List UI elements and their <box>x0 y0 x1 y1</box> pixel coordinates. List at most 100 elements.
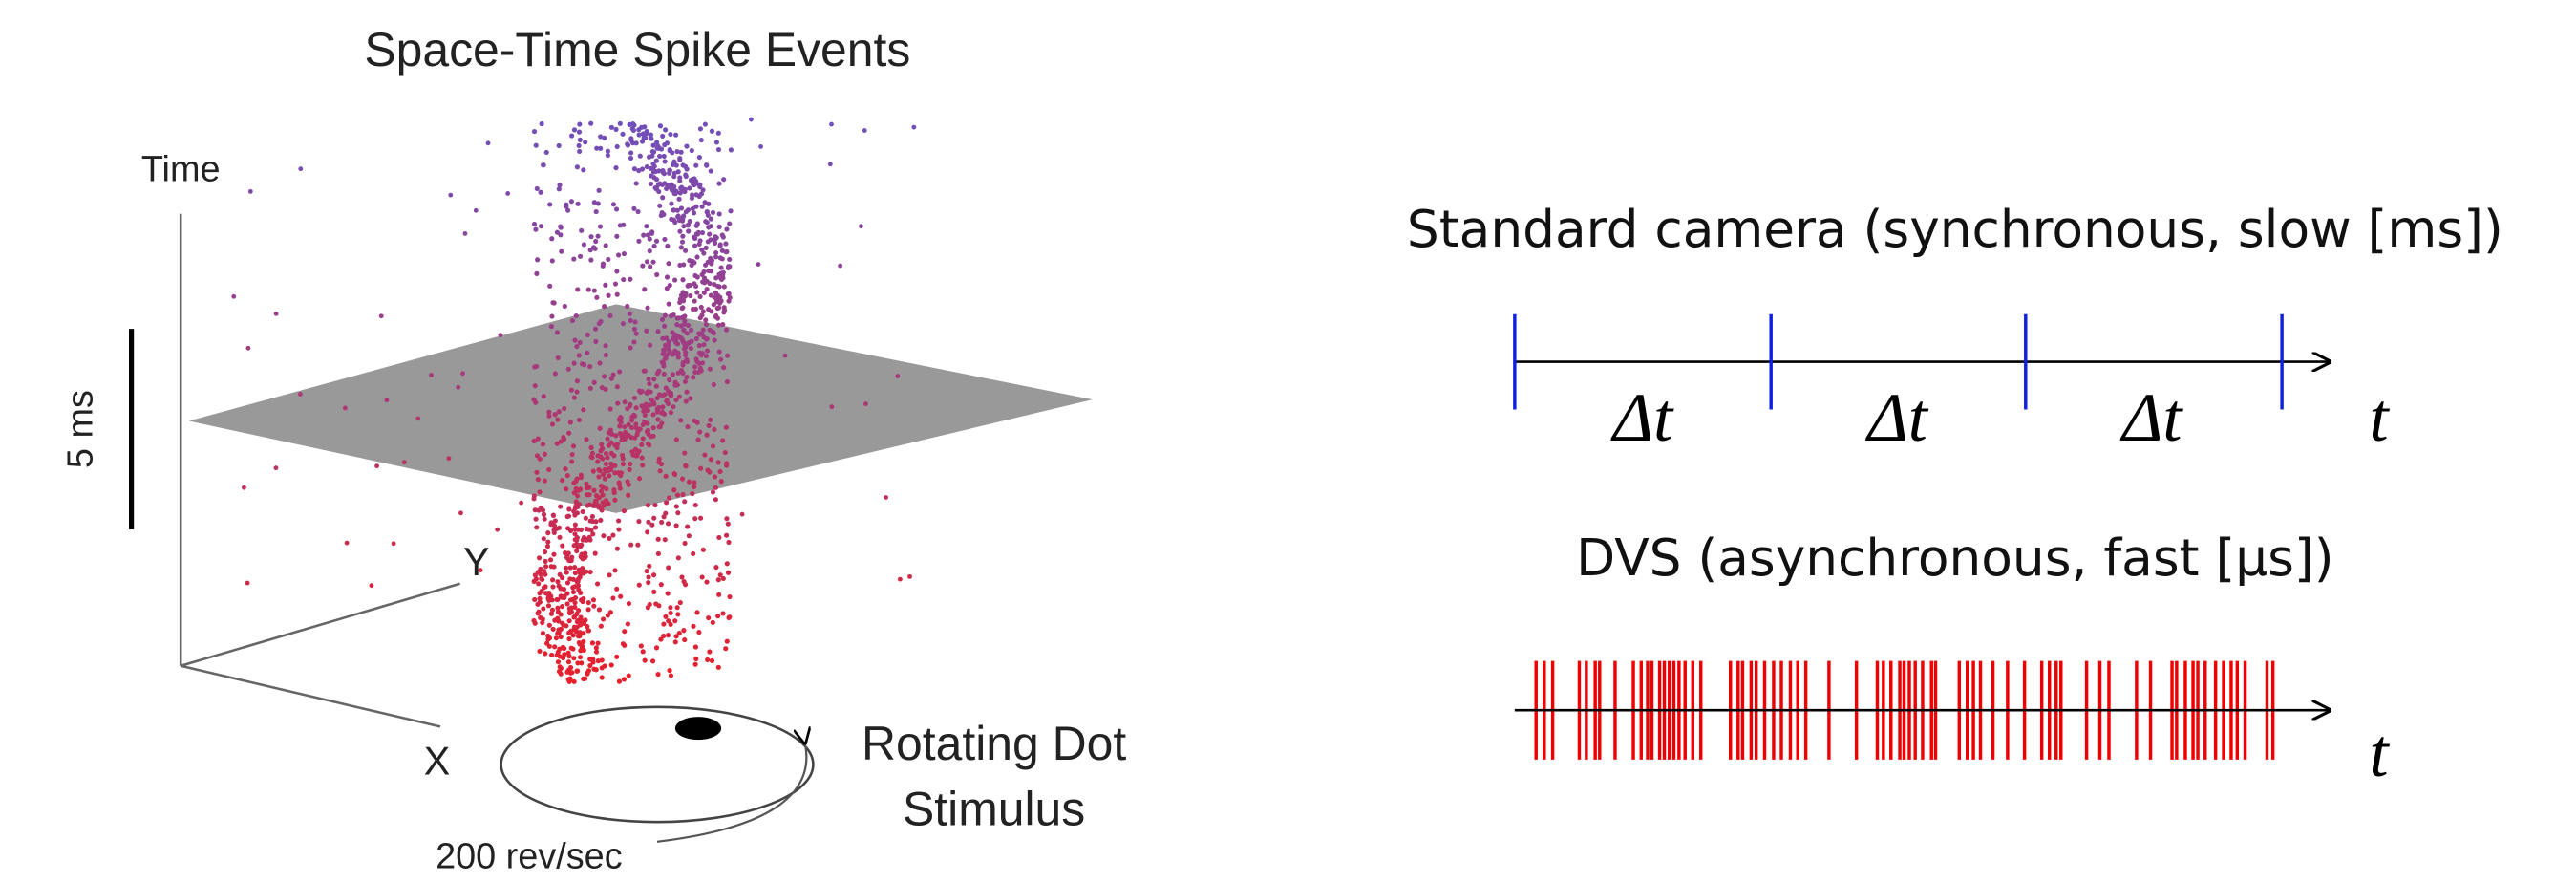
spike-dot <box>621 641 626 646</box>
spike-dot <box>580 361 585 366</box>
spike-dot <box>578 340 583 345</box>
spike-dot <box>718 255 723 260</box>
spike-dot <box>574 549 579 553</box>
spike-dot <box>707 232 712 237</box>
spike-dot <box>716 323 721 328</box>
spike-dot <box>644 329 649 334</box>
spike-dot <box>704 246 709 250</box>
spike-dot <box>550 584 555 589</box>
spike-dot <box>632 166 637 171</box>
spike-dot <box>575 164 580 169</box>
spike-dot <box>671 372 675 377</box>
spike-dot <box>674 162 679 167</box>
spike-dot <box>693 163 698 168</box>
spike-dot <box>231 294 236 299</box>
spike-dot <box>665 398 670 402</box>
spike-dot <box>667 377 671 382</box>
spike-dot <box>722 284 727 289</box>
spike-dot <box>545 592 550 596</box>
spike-dot <box>587 535 592 540</box>
spike-dot <box>647 381 651 386</box>
spike-dot <box>682 499 687 504</box>
spike-dot <box>572 543 577 548</box>
spike-dot <box>598 426 603 431</box>
spike-dot <box>729 147 734 152</box>
spike-dot <box>555 330 560 334</box>
spike-dot <box>628 467 632 472</box>
spike-dot <box>596 201 601 205</box>
spike-dot <box>689 328 693 333</box>
spike-dot <box>628 462 632 466</box>
spike-dot <box>598 224 603 228</box>
spike-dot <box>568 420 573 424</box>
spike-dot <box>612 490 617 495</box>
spike-dot <box>617 369 622 374</box>
spike-dot <box>673 190 678 195</box>
spike-dot <box>656 183 661 187</box>
spike-dot <box>710 258 714 263</box>
spike-dot <box>652 503 657 507</box>
spike-dot <box>696 630 701 635</box>
spike-dot <box>598 454 603 459</box>
spike-dot <box>829 122 834 127</box>
spike-dot <box>578 574 583 579</box>
spike-dot <box>626 621 630 626</box>
spike-dot <box>582 648 586 653</box>
spike-dot <box>711 210 715 215</box>
spike-dot <box>658 468 663 473</box>
spike-dot <box>681 297 686 302</box>
interval-label: Δt <box>1610 379 1674 456</box>
spike-dot <box>581 407 585 412</box>
spike-dot <box>646 389 650 394</box>
spike-dot <box>590 640 595 645</box>
spike-dot <box>643 658 648 663</box>
spike-dot <box>640 140 645 144</box>
spike-dot <box>595 581 600 586</box>
spike-dot <box>562 406 566 411</box>
spike-dot <box>713 497 718 502</box>
spike-dot <box>636 127 641 132</box>
spike-dot <box>543 651 547 656</box>
spike-dot <box>642 135 647 140</box>
spike-dot <box>566 654 571 658</box>
spike-dot <box>702 280 707 285</box>
spike-dot <box>668 147 672 152</box>
spike-dot <box>572 361 577 366</box>
spike-dot <box>590 514 595 519</box>
spike-dot <box>601 264 606 269</box>
spike-dot <box>551 512 556 517</box>
spike-dot <box>248 189 253 194</box>
spike-dot <box>686 323 691 328</box>
spike-dot <box>499 333 503 337</box>
spike-dot <box>534 271 539 276</box>
spike-dot <box>703 263 708 268</box>
spike-dot <box>671 174 676 179</box>
spike-dot <box>402 460 407 464</box>
spike-dot <box>495 528 500 532</box>
spike-dot <box>560 478 564 483</box>
spike-dot <box>715 316 720 321</box>
spike-dot <box>666 592 671 596</box>
spike-dot <box>557 143 562 148</box>
spike-dot <box>578 614 583 619</box>
spike-dot <box>608 462 613 466</box>
spike-dot <box>713 337 717 342</box>
spike-dot <box>696 230 701 235</box>
spike-dot <box>716 131 721 136</box>
spike-dot <box>700 205 705 209</box>
spike-dot <box>707 649 712 654</box>
spike-dot <box>563 466 567 471</box>
spike-dot <box>710 129 714 134</box>
spike-dot <box>628 312 632 316</box>
spike-dot <box>692 176 696 181</box>
stimulus-dot <box>675 717 721 740</box>
spike-dot <box>540 121 544 126</box>
spike-dot <box>705 348 710 353</box>
spike-dot <box>705 468 710 473</box>
spike-dot <box>673 340 678 345</box>
spike-dot <box>663 614 668 619</box>
spike-dot <box>539 224 543 228</box>
spike-dot <box>614 206 619 211</box>
spike-dot <box>603 343 607 348</box>
spike-dot <box>537 489 542 494</box>
